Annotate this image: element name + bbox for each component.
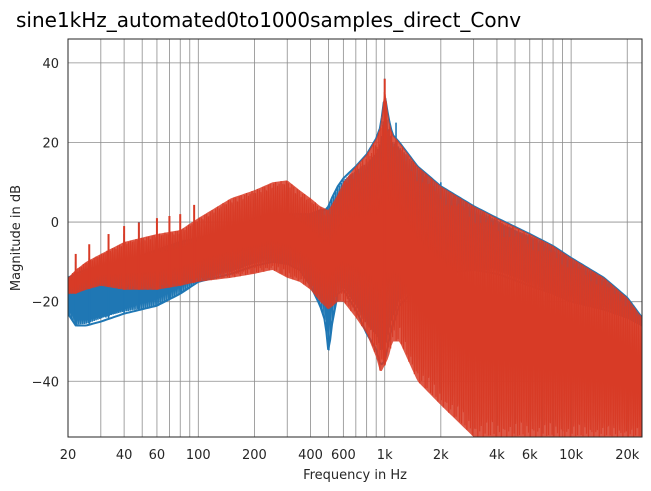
chart-title: sine1kHz_automated0to1000samples_direct_… xyxy=(16,8,521,32)
x-tick-label: 100 xyxy=(186,448,211,463)
y-tick-label: 0 xyxy=(51,216,59,231)
plot-frame xyxy=(67,38,643,438)
x-tick-label: 400 xyxy=(298,448,323,463)
x-tick-label: 60 xyxy=(149,448,166,463)
x-tick-label: 600 xyxy=(331,448,356,463)
series-line xyxy=(68,92,642,437)
y-axis-label: Magnitude in dB xyxy=(9,185,24,291)
x-axis-label: Frequency in Hz xyxy=(303,468,407,483)
tick-labels: 20 40 60 100 200 400 600 1k 2k 4k 6k 10k 20k40200−20… xyxy=(32,57,640,463)
y-tick-label: 40 xyxy=(42,57,59,72)
x-tick-label: 2k xyxy=(433,448,449,463)
x-tick-label: 20k xyxy=(615,448,640,463)
x-tick-label: 40 xyxy=(116,448,133,463)
y-tick-label: 20 xyxy=(42,136,59,151)
y-tick-label: −20 xyxy=(32,296,59,311)
x-tick-label: 10k xyxy=(559,448,584,463)
x-tick-label: 4k xyxy=(489,448,505,463)
x-tick-label: 1k xyxy=(377,448,393,463)
series-layer xyxy=(68,78,642,437)
x-tick-label: 200 xyxy=(242,448,267,463)
x-tick-label: 6k xyxy=(522,448,538,463)
x-tick-label: 20 xyxy=(60,448,77,463)
y-tick-label: −40 xyxy=(32,375,59,390)
